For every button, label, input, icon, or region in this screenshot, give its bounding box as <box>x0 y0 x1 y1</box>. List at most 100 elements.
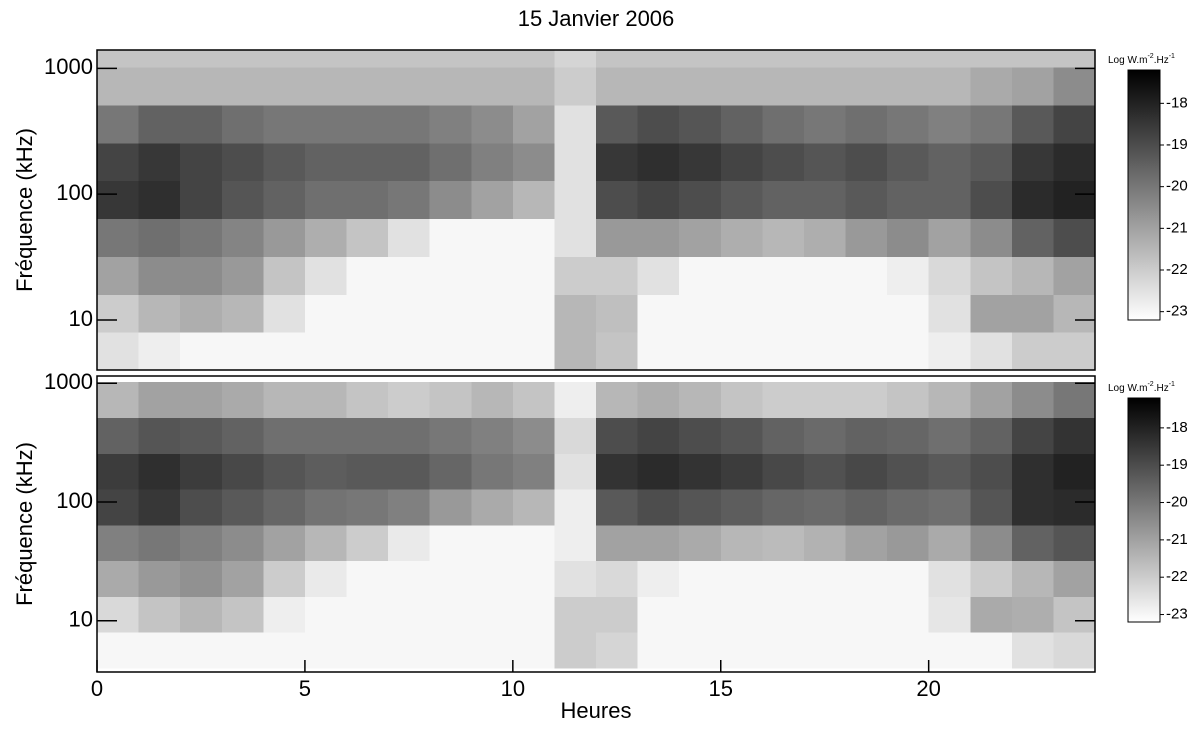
cell <box>97 453 140 490</box>
cell <box>221 67 264 106</box>
cell <box>304 524 347 562</box>
cell <box>803 218 846 257</box>
cell <box>180 50 223 68</box>
cell <box>388 632 431 669</box>
cell <box>180 524 223 562</box>
cell <box>762 104 805 144</box>
cell <box>762 50 805 68</box>
cell <box>596 180 639 220</box>
cell <box>928 218 971 257</box>
cell <box>263 294 306 333</box>
cell <box>554 489 597 526</box>
cell <box>388 453 431 490</box>
cell <box>180 180 223 220</box>
cell <box>720 489 763 526</box>
cell <box>679 632 722 669</box>
colorbar <box>1127 397 1161 623</box>
cell <box>1053 142 1095 182</box>
cell <box>429 381 472 419</box>
cell <box>596 332 639 370</box>
cell <box>554 67 597 106</box>
cell <box>138 180 181 220</box>
cell <box>180 67 223 106</box>
cell <box>887 142 930 182</box>
cell <box>762 417 805 454</box>
x-tick-label: 5 <box>299 676 311 701</box>
cell <box>471 142 514 182</box>
cell <box>803 596 846 633</box>
cell <box>471 50 514 68</box>
cell <box>720 381 763 419</box>
x-tick-label: 0 <box>91 676 103 701</box>
cell <box>388 104 431 144</box>
cell <box>554 560 597 597</box>
cell <box>637 560 680 597</box>
cell <box>637 104 680 144</box>
cell <box>1011 632 1054 669</box>
cell <box>887 332 930 370</box>
cell <box>1053 489 1095 526</box>
cell <box>803 560 846 597</box>
colorbar-tick-label: -19 <box>1166 456 1188 473</box>
cell <box>221 524 264 562</box>
cell <box>1053 453 1095 490</box>
cell <box>637 524 680 562</box>
cell <box>471 180 514 220</box>
cell <box>596 489 639 526</box>
cell <box>138 381 181 419</box>
colorbar-label-part: -1 <box>1169 381 1175 388</box>
cell <box>1053 332 1095 370</box>
cell <box>845 453 888 490</box>
cell <box>221 632 264 669</box>
cell <box>596 524 639 562</box>
cell <box>180 417 223 454</box>
cell <box>887 632 930 669</box>
cell <box>970 453 1013 490</box>
cell <box>845 104 888 144</box>
cell <box>304 294 347 333</box>
cell <box>1053 180 1095 220</box>
cell <box>304 632 347 669</box>
cell <box>471 596 514 633</box>
cell <box>138 104 181 144</box>
cell <box>679 560 722 597</box>
cell <box>221 218 264 257</box>
cell <box>928 332 971 370</box>
cell <box>429 489 472 526</box>
cell <box>304 332 347 370</box>
cell <box>471 489 514 526</box>
cell <box>803 632 846 669</box>
cell <box>637 332 680 370</box>
cell <box>388 67 431 106</box>
cell <box>388 596 431 633</box>
plot-frame <box>96 49 1096 371</box>
cell <box>887 294 930 333</box>
cell <box>138 50 181 68</box>
cell <box>637 417 680 454</box>
cell <box>346 256 389 295</box>
colorbar-tick-label: -20 <box>1166 494 1188 511</box>
cell <box>887 180 930 220</box>
cell <box>221 453 264 490</box>
cell <box>221 489 264 526</box>
cell <box>263 104 306 144</box>
cell <box>429 142 472 182</box>
cell <box>429 453 472 490</box>
colorbar-tick-label: -19 <box>1166 136 1188 153</box>
cell <box>388 560 431 597</box>
cell <box>304 489 347 526</box>
cell <box>138 524 181 562</box>
cell <box>346 104 389 144</box>
cell <box>221 560 264 597</box>
cell <box>97 256 140 295</box>
cell <box>97 218 140 257</box>
colorbar-label: Log W.m-2.Hz-1 <box>1108 53 1175 65</box>
cell <box>512 104 555 144</box>
cell <box>970 489 1013 526</box>
cell <box>679 596 722 633</box>
cell <box>1011 332 1054 370</box>
cell <box>346 596 389 633</box>
cell <box>512 632 555 669</box>
cell <box>845 560 888 597</box>
colorbar-label-part: -2 <box>1147 381 1153 388</box>
